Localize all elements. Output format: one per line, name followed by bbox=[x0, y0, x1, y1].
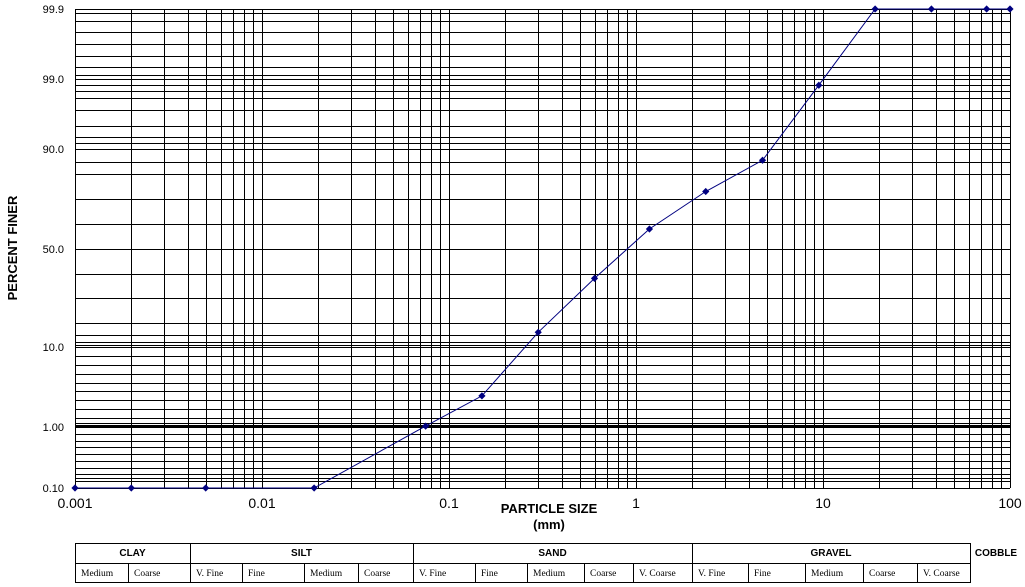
soil-group-label: COBBLE bbox=[975, 548, 1018, 559]
soil-group-label: GRAVEL bbox=[811, 548, 852, 559]
x-tick-label: 10 bbox=[815, 495, 831, 511]
data-point-marker bbox=[478, 392, 486, 400]
soil-subdivision-label: V. Fine bbox=[698, 569, 725, 579]
soil-subdivision-label: Medium bbox=[310, 569, 343, 579]
soil-classification-table: CLAY SILT SAND GRAVEL COBBLE Medium Coarse V. F… bbox=[75, 543, 1017, 583]
data-point-marker bbox=[758, 156, 767, 164]
data-point-marker bbox=[871, 5, 879, 13]
x-axis-unit: (mm) bbox=[533, 517, 565, 532]
soil-subdivision-label: Coarse bbox=[590, 569, 616, 579]
y-tick-label: 10.0 bbox=[43, 342, 64, 354]
x-tick-label: 0.01 bbox=[248, 495, 275, 511]
data-point-marker bbox=[202, 484, 210, 492]
data-point-marker bbox=[983, 5, 991, 13]
y-tick-label: 90.0 bbox=[43, 144, 64, 156]
soil-group-label: SILT bbox=[291, 548, 312, 559]
x-tick-label: 0.001 bbox=[57, 495, 92, 511]
data-point-marker bbox=[927, 5, 936, 13]
data-point-marker bbox=[422, 422, 430, 430]
soil-subdivision-label: Medium bbox=[81, 569, 114, 579]
data-point-marker bbox=[702, 187, 710, 196]
soil-group-label: SAND bbox=[538, 548, 566, 559]
x-axis-ticks: 0.001 0.01 0.1 1 10 100 bbox=[57, 495, 1021, 511]
soil-subdivision-label: Coarse bbox=[364, 569, 390, 579]
data-point-marker bbox=[71, 484, 79, 492]
soil-subdivision-label: V. Fine bbox=[419, 569, 446, 579]
y-axis-title: PERCENT FINER bbox=[5, 195, 20, 300]
data-point-marker bbox=[310, 484, 318, 492]
chart-grid bbox=[75, 9, 1011, 489]
soil-subdivision-label: Coarse bbox=[134, 569, 160, 579]
y-tick-label: 0.10 bbox=[43, 483, 64, 495]
y-tick-label: 99.0 bbox=[43, 74, 64, 86]
y-axis-ticks: 99.9 99.0 90.0 50.0 10.0 1.00 0.10 bbox=[43, 4, 64, 495]
soil-subdivision-label: V. Coarse bbox=[923, 569, 960, 579]
soil-subdivision-label: Fine bbox=[248, 569, 265, 579]
soil-subdivision-label: Medium bbox=[811, 569, 844, 579]
y-tick-label: 1.00 bbox=[43, 422, 64, 434]
soil-subdivision-label: V. Coarse bbox=[639, 569, 676, 579]
soil-subdivision-label: Fine bbox=[481, 569, 498, 579]
soil-subdivision-label: Fine bbox=[754, 569, 771, 579]
soil-group-label: CLAY bbox=[119, 548, 146, 559]
x-tick-label: 0.1 bbox=[439, 495, 459, 511]
data-point-marker bbox=[1006, 5, 1014, 13]
data-point-marker bbox=[127, 484, 135, 492]
soil-subdivision-label: Coarse bbox=[869, 569, 895, 579]
y-tick-label: 50.0 bbox=[43, 244, 64, 256]
data-point-marker bbox=[645, 225, 654, 233]
data-point-marker bbox=[590, 274, 599, 282]
soil-subdivision-label: V. Fine bbox=[196, 569, 223, 579]
y-tick-label: 99.9 bbox=[43, 4, 64, 16]
x-axis-title: PARTICLE SIZE bbox=[501, 501, 598, 516]
data-point-marker bbox=[815, 81, 823, 89]
soil-subdivision-label: Medium bbox=[533, 569, 566, 579]
series-line bbox=[75, 8, 1010, 489]
x-tick-label: 100 bbox=[998, 495, 1022, 511]
gradation-curve bbox=[71, 5, 1014, 492]
data-point-marker bbox=[534, 328, 542, 336]
x-tick-label: 1 bbox=[632, 495, 640, 511]
